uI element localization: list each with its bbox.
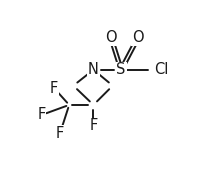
Text: O: O (132, 30, 144, 45)
Text: F: F (50, 81, 58, 96)
Text: F: F (89, 118, 98, 133)
Text: F: F (37, 107, 46, 122)
Text: N: N (88, 62, 99, 77)
Text: F: F (56, 126, 64, 141)
Text: S: S (116, 62, 126, 77)
Text: Cl: Cl (155, 62, 169, 77)
Text: O: O (105, 30, 117, 45)
